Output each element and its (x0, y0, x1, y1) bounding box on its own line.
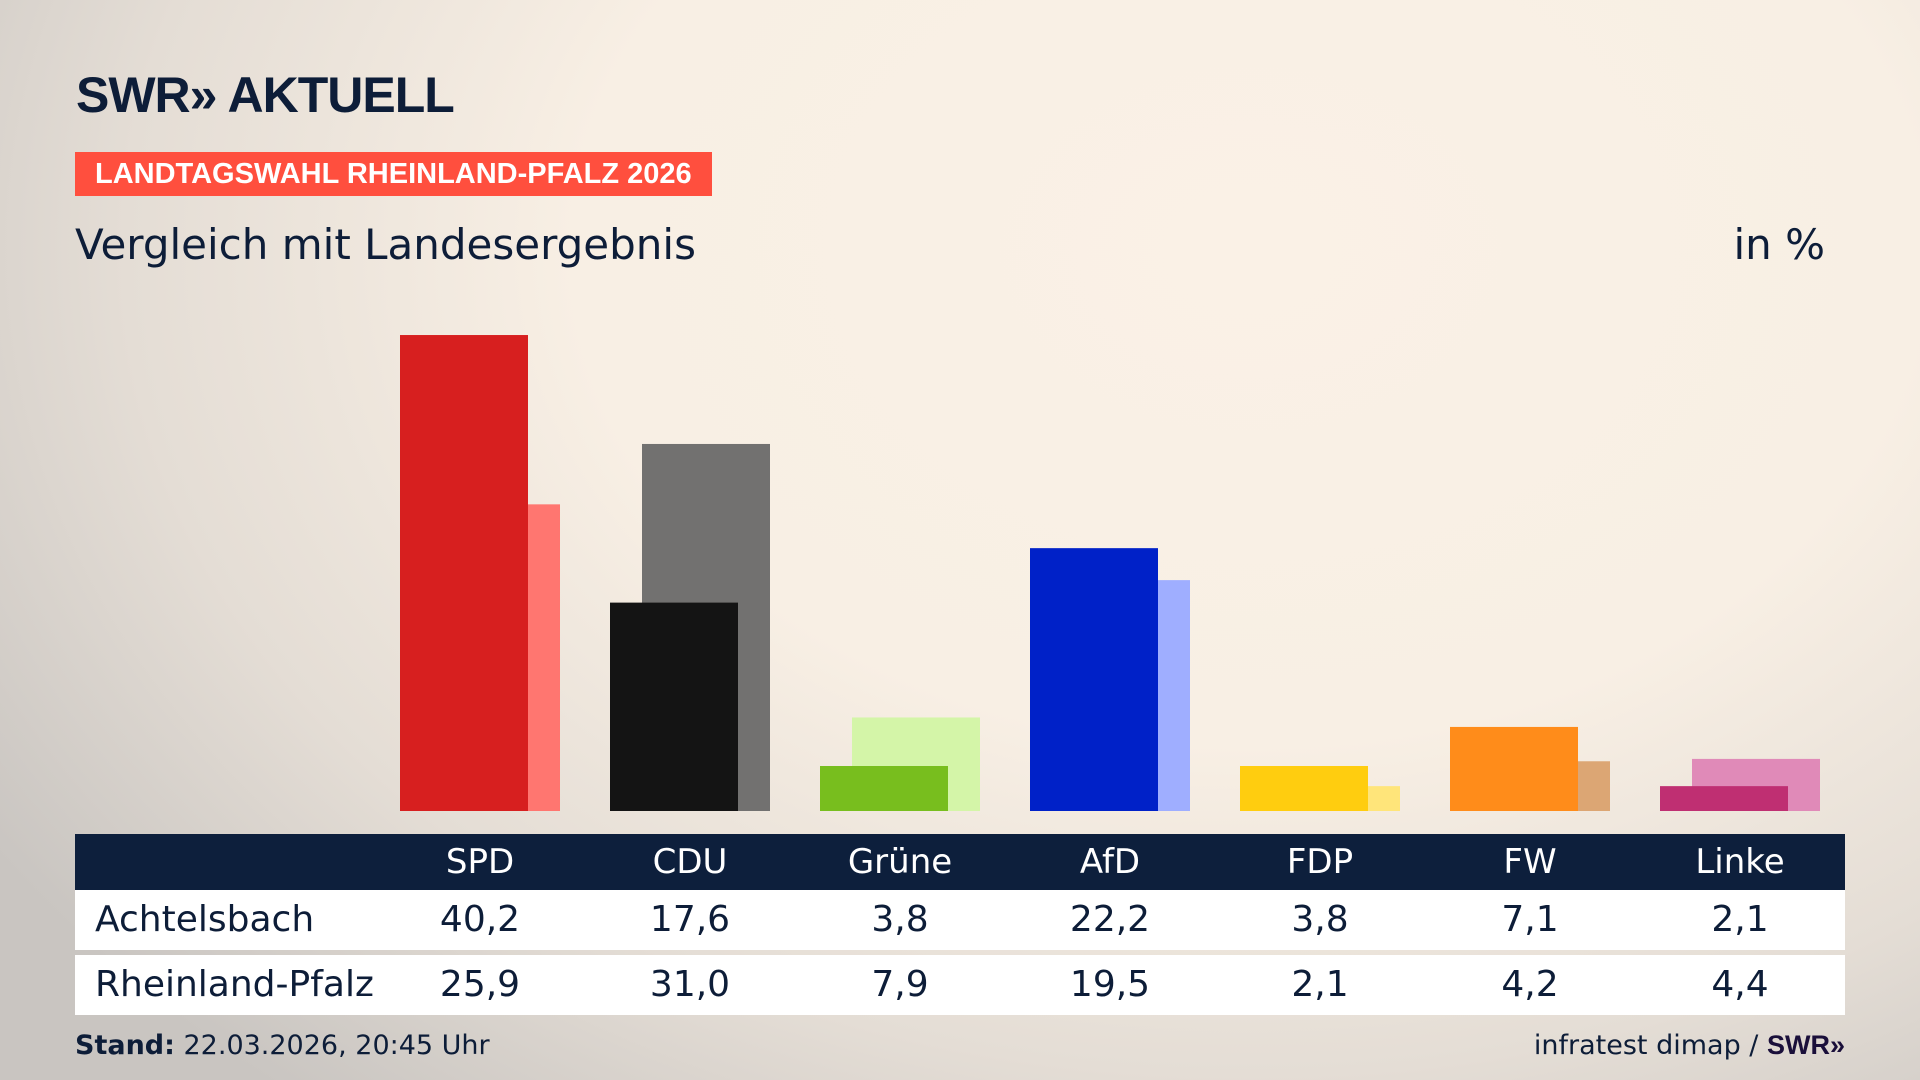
chart-subtitle: Vergleich mit Landesergebnis (75, 220, 696, 269)
swr-logo: SWR» (1766, 1030, 1845, 1060)
table-cell: 3,8 (871, 899, 929, 940)
table-row: Achtelsbach 40,2 17,6 3,8 22,2 3,8 7,1 2,1 (75, 890, 1845, 950)
bar-achtelsbach-cdu (610, 602, 738, 811)
bar-achtelsbach-grüne (820, 766, 948, 811)
bar-achtelsbach-spd (400, 335, 528, 811)
column-header: Grüne (847, 842, 953, 882)
table-cell: 7,9 (871, 964, 929, 1005)
table-cell: 3,8 (1291, 899, 1349, 940)
table-cell: 22,2 (1069, 899, 1151, 940)
row-label: Rheinland-Pfalz (95, 964, 374, 1005)
column-header: SPD (445, 842, 515, 882)
timestamp: Stand: 22.03.2026, 20:45 Uhr (75, 1030, 490, 1061)
column-header: Linke (1695, 842, 1785, 882)
table-cell: 40,2 (439, 899, 521, 940)
column-header: AfD (1079, 842, 1141, 882)
table-cell: 2,1 (1711, 899, 1769, 940)
stand-value: 22.03.2026, 20:45 Uhr (174, 1030, 490, 1061)
bar-achtelsbach-fdp (1240, 766, 1368, 811)
column-header: FW (1503, 842, 1557, 882)
table-cell: 17,6 (649, 899, 731, 940)
table-cell: 7,1 (1501, 899, 1559, 940)
table-cell: 31,0 (649, 964, 731, 1005)
source-text: infratest dimap / (1533, 1030, 1767, 1061)
stand-label: Stand: (75, 1030, 175, 1061)
row-label: Achtelsbach (95, 899, 315, 940)
source: infratest dimap / SWR» (1534, 1030, 1845, 1061)
table-cell: 25,9 (439, 964, 521, 1005)
table-cell: 19,5 (1069, 964, 1151, 1005)
bar-chart (400, 335, 1820, 811)
column-header: CDU (652, 842, 728, 882)
bar-achtelsbach-fw (1450, 726, 1578, 811)
table-cell: 2,1 (1291, 964, 1349, 1005)
table-header: SPD CDU Grüne AfD FDP FW Linke (75, 834, 1845, 890)
table-cell: 4,4 (1711, 964, 1769, 1005)
column-header: FDP (1286, 842, 1354, 882)
table-cell: 4,2 (1501, 964, 1559, 1005)
bar-achtelsbach-afd (1030, 548, 1158, 811)
unit-label: in % (1733, 220, 1825, 269)
table-row: Rheinland-Pfalz 25,9 31,0 7,9 19,5 2,1 4,2 4,4 (75, 955, 1845, 1015)
election-banner: LANDTAGSWAHL RHEINLAND-PFALZ 2026 (75, 152, 712, 196)
bar-achtelsbach-linke (1660, 786, 1788, 811)
swr-aktuell-logo: SWR» AKTUELL (76, 67, 455, 123)
